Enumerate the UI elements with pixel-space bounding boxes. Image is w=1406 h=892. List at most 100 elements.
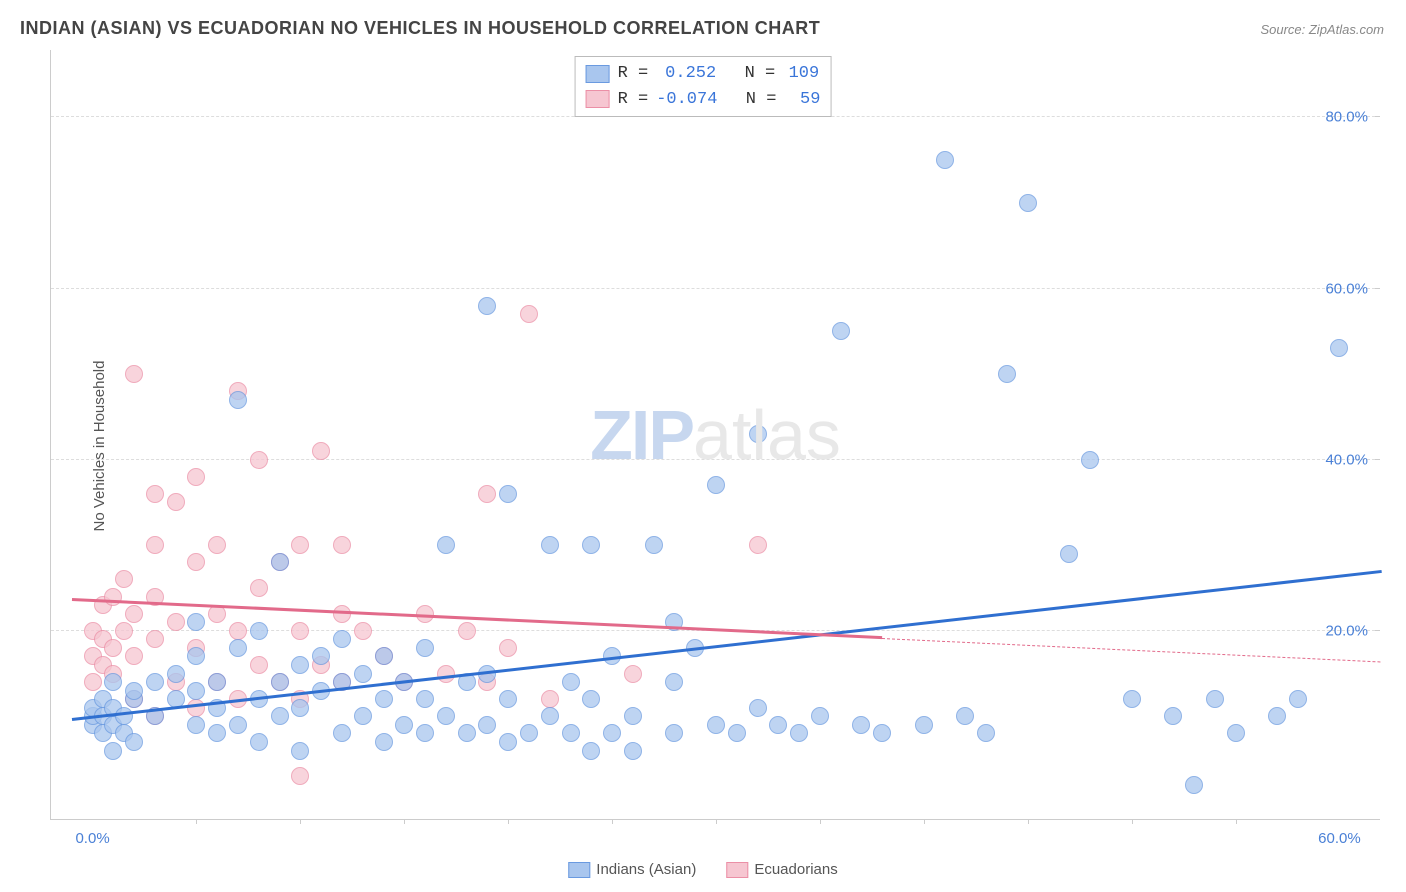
data-point xyxy=(115,570,133,588)
data-point xyxy=(499,639,517,657)
data-point xyxy=(562,724,580,742)
data-point xyxy=(1019,194,1037,212)
legend-label: Indians (Asian) xyxy=(596,861,696,878)
legend-swatch xyxy=(586,65,610,83)
legend-swatch xyxy=(568,862,590,878)
data-point xyxy=(1330,339,1348,357)
data-point xyxy=(416,639,434,657)
data-point xyxy=(291,622,309,640)
data-point xyxy=(250,579,268,597)
data-point xyxy=(146,630,164,648)
data-point xyxy=(541,536,559,554)
data-point xyxy=(478,716,496,734)
data-point xyxy=(271,673,289,691)
data-point xyxy=(956,707,974,725)
stat-label: N = xyxy=(725,87,776,113)
data-point xyxy=(291,742,309,760)
data-point xyxy=(582,690,600,708)
data-point xyxy=(437,707,455,725)
data-point xyxy=(271,553,289,571)
data-point xyxy=(167,665,185,683)
data-point xyxy=(437,665,455,683)
scatter-plot-area: ZIPatlas 20.0%40.0%60.0%80.0%0.0%60.0% xyxy=(50,50,1380,820)
x-tick xyxy=(612,819,613,824)
data-point xyxy=(665,673,683,691)
data-point xyxy=(291,536,309,554)
y-tick-label: 20.0% xyxy=(1325,622,1368,639)
data-point xyxy=(977,724,995,742)
data-point xyxy=(1060,545,1078,563)
data-point xyxy=(1268,707,1286,725)
data-point xyxy=(1206,690,1224,708)
data-point xyxy=(541,707,559,725)
data-point xyxy=(832,322,850,340)
data-point xyxy=(416,724,434,742)
data-point xyxy=(333,630,351,648)
correlation-stats-legend: R = 0.252 N = 109R = -0.074 N = 59 xyxy=(575,56,832,117)
legend-item: Ecuadorians xyxy=(726,861,837,878)
data-point xyxy=(146,485,164,503)
data-point xyxy=(375,733,393,751)
data-point xyxy=(624,707,642,725)
data-point xyxy=(115,707,133,725)
source-attribution: Source: ZipAtlas.com xyxy=(1260,22,1384,37)
data-point xyxy=(187,682,205,700)
legend-label: Ecuadorians xyxy=(754,861,837,878)
data-point xyxy=(208,536,226,554)
x-tick xyxy=(300,819,301,824)
data-point xyxy=(125,605,143,623)
x-tick-label: 60.0% xyxy=(1318,830,1361,847)
y-tick-label: 80.0% xyxy=(1325,109,1368,126)
data-point xyxy=(146,673,164,691)
data-point xyxy=(250,733,268,751)
data-point xyxy=(998,365,1016,383)
stat-r-value: -0.074 xyxy=(656,87,717,113)
data-point xyxy=(187,553,205,571)
data-point xyxy=(250,622,268,640)
data-point xyxy=(84,673,102,691)
data-point xyxy=(499,690,517,708)
data-point xyxy=(478,485,496,503)
data-point xyxy=(416,690,434,708)
data-point xyxy=(167,493,185,511)
x-tick xyxy=(820,819,821,824)
data-point xyxy=(458,622,476,640)
data-point xyxy=(624,742,642,760)
data-point xyxy=(749,699,767,717)
y-tick-label: 60.0% xyxy=(1325,280,1368,297)
data-point xyxy=(229,716,247,734)
y-tick-label: 40.0% xyxy=(1325,451,1368,468)
data-point xyxy=(187,613,205,631)
data-point xyxy=(312,442,330,460)
trend-line xyxy=(72,570,1382,721)
data-point xyxy=(291,656,309,674)
data-point xyxy=(229,391,247,409)
data-point xyxy=(1185,776,1203,794)
data-point xyxy=(790,724,808,742)
data-point xyxy=(333,724,351,742)
data-point xyxy=(603,724,621,742)
data-point xyxy=(312,647,330,665)
stats-row: R = 0.252 N = 109 xyxy=(586,61,821,87)
stat-n-value: 109 xyxy=(783,61,819,87)
x-tick xyxy=(404,819,405,824)
data-point xyxy=(541,690,559,708)
gridline xyxy=(51,288,1380,289)
data-point xyxy=(271,707,289,725)
data-point xyxy=(582,536,600,554)
data-point xyxy=(769,716,787,734)
data-point xyxy=(167,613,185,631)
data-point xyxy=(811,707,829,725)
stat-label: R = xyxy=(618,61,649,87)
data-point xyxy=(499,733,517,751)
data-point xyxy=(478,297,496,315)
data-point xyxy=(936,151,954,169)
data-point xyxy=(1289,690,1307,708)
data-point xyxy=(354,707,372,725)
trend-line xyxy=(882,638,1381,662)
data-point xyxy=(291,699,309,717)
data-point xyxy=(1123,690,1141,708)
data-point xyxy=(749,536,767,554)
x-tick-label: 0.0% xyxy=(75,830,109,847)
watermark: ZIPatlas xyxy=(590,395,841,475)
